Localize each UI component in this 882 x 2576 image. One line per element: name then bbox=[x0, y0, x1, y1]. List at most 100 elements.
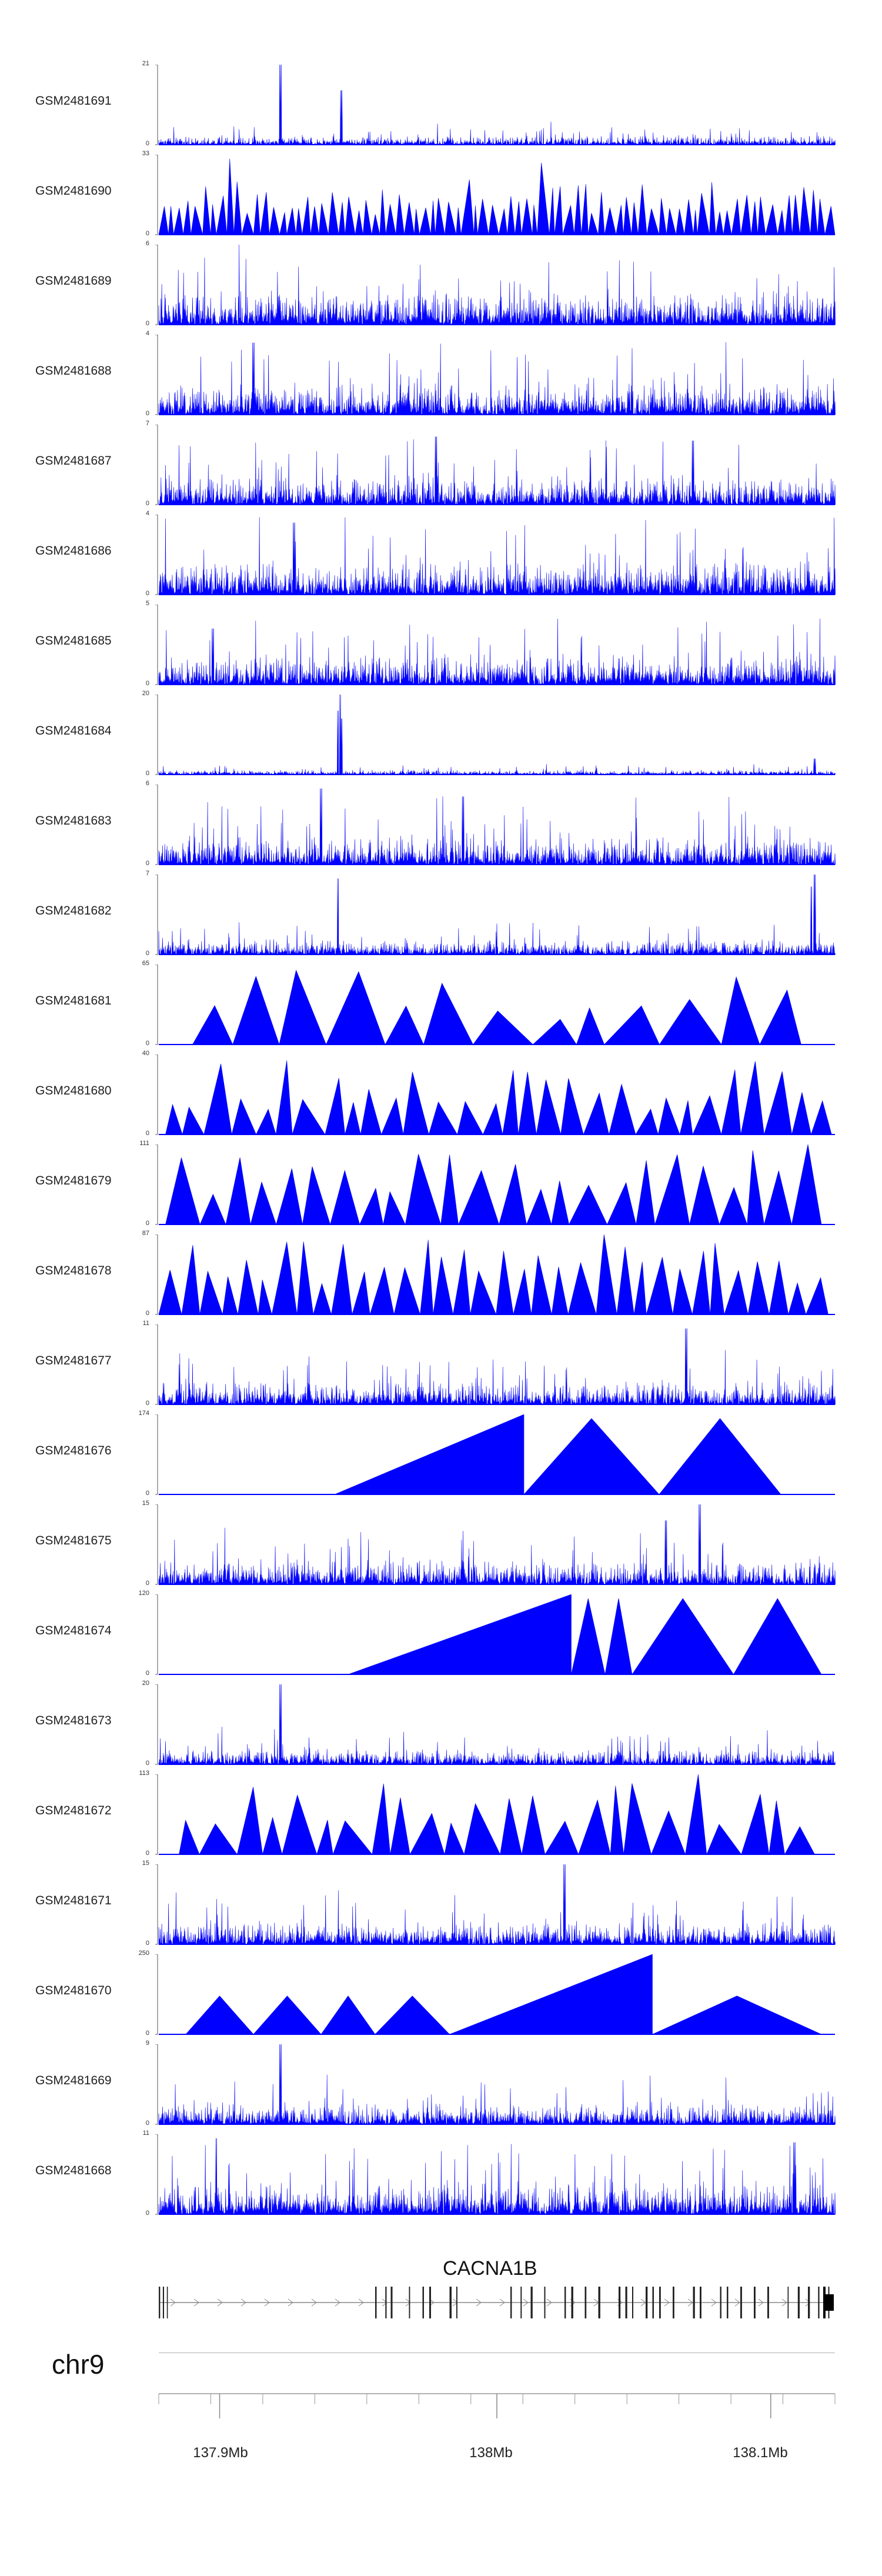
exon bbox=[510, 2287, 512, 2318]
signal-track bbox=[155, 605, 836, 686]
y-axis bbox=[155, 1055, 158, 1135]
signal-path bbox=[348, 1594, 822, 1675]
strand-chevron bbox=[193, 2298, 199, 2307]
strand-chevron bbox=[711, 2298, 717, 2307]
signal-path bbox=[179, 1774, 816, 1856]
exon bbox=[449, 2287, 452, 2318]
track-label: GSM2481668 bbox=[35, 2164, 112, 2177]
track-label: GSM2481689 bbox=[35, 274, 112, 288]
axis-label-3: 138.1Mb bbox=[733, 2445, 788, 2461]
exon bbox=[818, 2287, 820, 2318]
track-label: GSM2481674 bbox=[35, 1624, 112, 1637]
y-min-label: 0 bbox=[145, 860, 149, 867]
signal-path bbox=[158, 1684, 836, 1766]
y-max-label: 9 bbox=[145, 2040, 149, 2047]
exon bbox=[740, 2287, 742, 2318]
utr-block bbox=[826, 2294, 834, 2311]
y-min-label: 0 bbox=[145, 1670, 149, 1677]
signal-path bbox=[165, 1060, 832, 1136]
exon bbox=[823, 2287, 826, 2318]
signal-path bbox=[165, 1144, 822, 1226]
strand-chevron bbox=[264, 2298, 270, 2307]
y-axis bbox=[155, 1504, 158, 1585]
y-min-label: 0 bbox=[145, 2120, 149, 2127]
track-label: GSM2481671 bbox=[35, 1894, 112, 1907]
y-min-label: 0 bbox=[145, 1490, 149, 1497]
signal-track bbox=[155, 875, 836, 956]
y-min-label: 0 bbox=[145, 680, 149, 687]
signal-track bbox=[155, 155, 836, 235]
signal-path bbox=[334, 1414, 781, 1495]
signal-path bbox=[158, 436, 836, 506]
track-label: GSM2481669 bbox=[35, 2074, 112, 2087]
signal-track bbox=[155, 965, 835, 1046]
strand-chevron bbox=[217, 2298, 223, 2307]
signal-track bbox=[155, 1504, 836, 1586]
y-min-label: 0 bbox=[145, 2030, 149, 2037]
exon bbox=[693, 2287, 695, 2318]
axis-ruler bbox=[158, 2353, 836, 2418]
signal-path bbox=[158, 2138, 836, 2215]
signal-track bbox=[155, 1864, 836, 1946]
exon bbox=[159, 2287, 161, 2318]
track-label: GSM2481690 bbox=[35, 184, 112, 198]
y-axis bbox=[155, 1324, 158, 1405]
y-min-label: 0 bbox=[145, 140, 149, 147]
exon bbox=[162, 2287, 164, 2318]
y-min-label: 0 bbox=[145, 2210, 149, 2217]
exon bbox=[375, 2287, 377, 2318]
y-axis bbox=[155, 1144, 158, 1225]
y-min-label: 0 bbox=[145, 500, 149, 507]
signal-track bbox=[155, 1414, 835, 1495]
axis-label-2: 138Mb bbox=[469, 2445, 513, 2461]
y-max-label: 120 bbox=[138, 1590, 149, 1597]
y-min-label: 0 bbox=[145, 1220, 149, 1227]
strand-chevron bbox=[240, 2298, 246, 2307]
exon bbox=[797, 2287, 800, 2318]
y-axis bbox=[155, 1234, 158, 1315]
exon bbox=[652, 2287, 654, 2318]
y-max-label: 7 bbox=[145, 870, 149, 877]
y-max-label: 11 bbox=[142, 2130, 149, 2137]
signal-path bbox=[158, 695, 836, 776]
signal-path bbox=[158, 875, 836, 956]
y-max-label: 15 bbox=[142, 1500, 149, 1507]
signal-track bbox=[155, 425, 836, 506]
y-axis bbox=[155, 1414, 158, 1495]
signal-track bbox=[155, 515, 836, 596]
signal-path bbox=[158, 618, 836, 686]
y-min-label: 0 bbox=[145, 320, 149, 327]
strand-chevron bbox=[405, 2298, 411, 2307]
chromosome-label: chr9 bbox=[52, 2349, 105, 2380]
exon bbox=[700, 2287, 701, 2318]
track-label: GSM2481688 bbox=[35, 364, 112, 378]
exon bbox=[520, 2287, 522, 2318]
y-min-label: 0 bbox=[145, 1130, 149, 1137]
y-axis bbox=[155, 2044, 158, 2125]
y-min-label: 0 bbox=[145, 1940, 149, 1947]
signal-path bbox=[158, 158, 836, 235]
y-max-label: 20 bbox=[142, 690, 149, 697]
signal-track bbox=[155, 1594, 835, 1675]
y-min-label: 0 bbox=[145, 410, 149, 417]
y-max-label: 33 bbox=[142, 150, 149, 157]
track-label: GSM2481691 bbox=[35, 94, 112, 108]
signal-path bbox=[158, 517, 836, 596]
signal-track bbox=[155, 1774, 835, 1856]
signal-path bbox=[185, 1954, 822, 2035]
signal-track bbox=[155, 335, 836, 416]
y-max-label: 174 bbox=[138, 1410, 149, 1417]
strand-chevron bbox=[664, 2298, 670, 2307]
exon bbox=[632, 2287, 633, 2318]
track-label: GSM2481682 bbox=[35, 904, 112, 917]
signal-path bbox=[158, 342, 836, 416]
strand-chevron bbox=[170, 2298, 176, 2307]
y-axis bbox=[155, 515, 158, 595]
signal-path bbox=[158, 2044, 836, 2125]
y-max-label: 15 bbox=[142, 1860, 149, 1867]
y-axis bbox=[155, 875, 158, 955]
track-label: GSM2481680 bbox=[35, 1084, 112, 1097]
strand-chevron bbox=[758, 2298, 764, 2307]
y-max-label: 21 bbox=[142, 60, 149, 67]
y-min-label: 0 bbox=[145, 1400, 149, 1407]
